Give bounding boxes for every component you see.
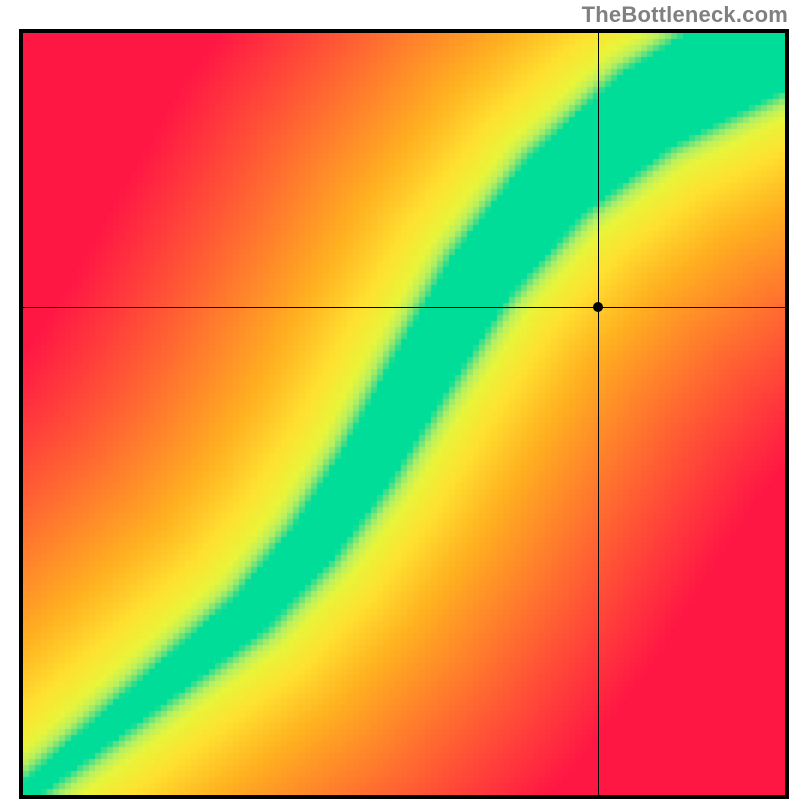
- chart-container: TheBottleneck.com: [0, 0, 800, 800]
- crosshair-horizontal: [23, 307, 785, 308]
- heatmap-canvas: [23, 33, 785, 795]
- crosshair-marker: [593, 302, 603, 312]
- heatmap-plot: [19, 29, 789, 799]
- crosshair-vertical: [598, 33, 599, 795]
- watermark-text: TheBottleneck.com: [582, 2, 788, 28]
